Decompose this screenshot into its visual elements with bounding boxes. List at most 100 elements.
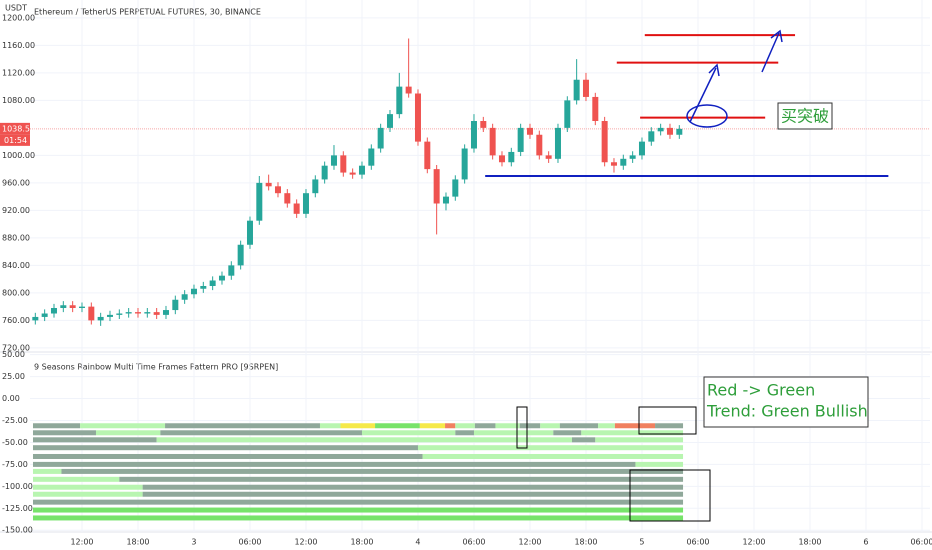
row-segment — [61, 468, 684, 474]
y-tick-label: 720.00 — [2, 343, 30, 352]
row-segment — [422, 453, 684, 459]
candle-body — [144, 312, 151, 314]
row-segment — [495, 423, 520, 429]
candle-body — [78, 306, 85, 308]
arrow — [689, 67, 717, 123]
candle-body — [610, 162, 617, 166]
x-tick-label: 5 — [639, 538, 644, 547]
candle-body — [237, 244, 244, 266]
note-text: 买突破 — [781, 107, 829, 126]
row-segment — [142, 484, 684, 490]
price-tag — [0, 122, 30, 135]
candle-body — [134, 312, 141, 314]
candle-body — [396, 86, 403, 115]
candle-body — [218, 275, 225, 281]
candle-body — [424, 141, 431, 170]
price-tag-label: 1038.55 — [2, 124, 35, 133]
candle-body — [554, 127, 561, 159]
row-segment — [445, 423, 456, 429]
arrow-head — [708, 63, 720, 77]
y-tick-label: 760.00 — [2, 316, 30, 325]
row-segment — [32, 445, 418, 451]
row-segment — [156, 437, 572, 443]
row-segment — [375, 423, 420, 429]
row-segment — [559, 423, 599, 429]
candle-body — [32, 316, 39, 321]
candle-body — [620, 158, 627, 166]
candle-body — [246, 220, 253, 245]
y-tick-label: 25.00 — [2, 372, 25, 381]
row-segment — [32, 491, 143, 497]
row-segment — [32, 430, 96, 436]
row-segment — [595, 437, 684, 443]
row-segment — [553, 430, 582, 436]
candle-body — [666, 127, 673, 135]
candle-body — [442, 196, 449, 204]
row-segment — [455, 423, 475, 429]
candle-body — [312, 179, 319, 194]
candle-body — [106, 314, 113, 317]
row-segment — [32, 499, 684, 505]
candle-body — [517, 127, 524, 152]
indicator-pane: 50.00 25.00 0.00 -25.00 -50.00 -75.00 -100.00 -… — [2, 350, 930, 535]
y-tick-label: -150.00 — [2, 526, 33, 535]
x-tick-label: 6 — [863, 538, 868, 547]
row-segment — [455, 430, 474, 436]
y-tick-label: -75.00 — [2, 460, 28, 469]
row-segment — [32, 453, 423, 459]
y-tick-label: 960.00 — [2, 178, 30, 187]
candle-body — [274, 186, 281, 194]
candle-body — [41, 313, 48, 317]
candle-body — [97, 316, 104, 321]
y-tick-label: -125.00 — [2, 504, 33, 513]
x-tick-label: 12:00 — [742, 538, 765, 547]
row-segment — [319, 423, 341, 429]
candle-body — [461, 148, 468, 180]
y-tick-label: 840.00 — [2, 261, 30, 270]
candle-body — [358, 165, 365, 175]
row-segment — [598, 423, 615, 429]
row-segment — [32, 515, 684, 521]
row-segment — [540, 423, 560, 429]
y-tick-label: 1000.00 — [2, 151, 35, 160]
candle-body — [190, 288, 197, 295]
candle-body — [116, 313, 123, 315]
candle-body — [470, 121, 477, 149]
candle-body — [88, 306, 95, 321]
candle-body — [405, 86, 412, 94]
candle-body — [293, 203, 300, 214]
candle-body — [676, 128, 683, 135]
row-segment — [165, 423, 320, 429]
candle-body — [573, 79, 580, 101]
x-tick-label: 06:00 — [686, 538, 709, 547]
candle-body — [125, 312, 132, 314]
candle-body — [386, 114, 393, 128]
candle-body — [592, 96, 599, 121]
candle-body — [228, 265, 235, 276]
candle-body — [256, 182, 263, 221]
x-tick-label: 12:00 — [518, 538, 541, 547]
row-segment — [417, 445, 684, 451]
candle-body — [265, 182, 272, 187]
candle-body — [452, 179, 459, 197]
candle-body — [564, 100, 571, 128]
candle-body — [638, 141, 645, 156]
candle-body — [498, 155, 505, 163]
x-tick-label: 06:00 — [462, 538, 485, 547]
chart-title: Ethereum / TetherUS PERPETUAL FUTURES, 3… — [34, 8, 261, 17]
x-tick-label: 18:00 — [574, 538, 597, 547]
note-box — [777, 102, 833, 130]
row-segment — [655, 423, 684, 429]
y-tick-label: 50.00 — [2, 350, 25, 359]
x-tick-label: 12:00 — [294, 538, 317, 547]
row-segment — [32, 468, 62, 474]
symbol-label: USDT — [5, 4, 27, 13]
row-segment — [581, 430, 684, 436]
row-segment — [32, 461, 636, 467]
row-segment — [119, 476, 684, 482]
candle-body — [601, 121, 608, 163]
x-tick-label: 06:00 — [910, 538, 932, 547]
row-segment — [80, 423, 166, 429]
drawn-shapes — [516, 29, 869, 522]
